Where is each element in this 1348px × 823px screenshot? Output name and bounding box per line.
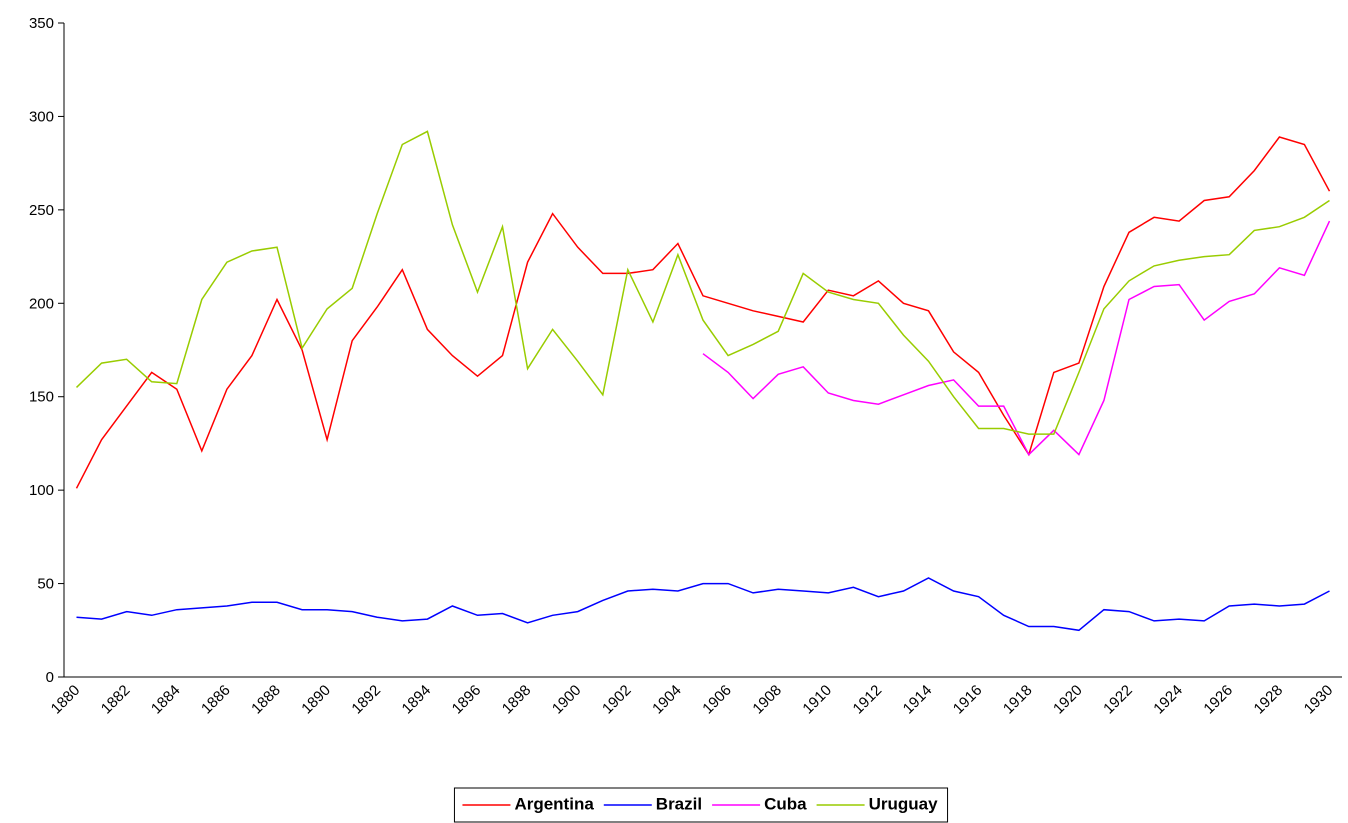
legend-label: Uruguay [869, 794, 939, 813]
x-tick-label: 1930 [1301, 682, 1337, 718]
x-tick-label: 1892 [348, 682, 384, 718]
x-tick-label: 1896 [449, 682, 485, 718]
x-tick-label: 1910 [800, 682, 836, 718]
x-tick-label: 1926 [1200, 682, 1236, 718]
x-tick-label: 1906 [699, 682, 735, 718]
y-tick-label: 150 [29, 389, 54, 406]
y-tick-label: 100 [29, 482, 54, 499]
x-tick-label: 1922 [1100, 682, 1136, 718]
x-tick-label: 1904 [649, 682, 685, 718]
x-tick-label: 1908 [749, 682, 785, 718]
legend-label: Cuba [764, 794, 807, 813]
series-line [76, 577, 1330, 632]
legend-box [453, 787, 949, 823]
x-tick-label: 1924 [1150, 682, 1186, 718]
x-tick-label: 1890 [298, 682, 334, 718]
y-tick-label: 50 [37, 576, 54, 593]
x-tick-label: 1928 [1251, 682, 1287, 718]
series-line [75, 136, 1331, 489]
x-tick-label: 1880 [48, 682, 84, 718]
legend-label: Brazil [656, 794, 702, 813]
x-tick-label: 1900 [549, 682, 585, 718]
x-tick-label: 1886 [198, 682, 234, 718]
legend: Argentina Brazil Cuba Uruguay [453, 787, 949, 823]
legend-label: Argentina [514, 794, 594, 813]
x-tick-label: 1902 [599, 682, 635, 718]
x-tick-label: 1918 [1000, 682, 1036, 718]
series-line [702, 220, 1331, 456]
x-tick-label: 1898 [499, 682, 535, 718]
x-tick-label: 1888 [248, 682, 284, 718]
y-tick-label: 250 [29, 202, 54, 219]
y-tick-label: 350 [29, 15, 54, 32]
x-tick-label: 1920 [1050, 682, 1086, 718]
y-tick-label: 300 [29, 108, 54, 125]
y-tick-label: 200 [29, 295, 54, 312]
x-tick-label: 1916 [950, 682, 986, 718]
x-tick-label: 1882 [98, 682, 134, 718]
y-tick-label: 0 [46, 669, 54, 686]
x-tick-label: 1912 [850, 682, 886, 718]
series-line [75, 130, 1330, 435]
x-tick-label: 1914 [900, 682, 936, 718]
x-tick-label: 1884 [148, 682, 184, 718]
x-tick-label: 1894 [399, 682, 435, 718]
